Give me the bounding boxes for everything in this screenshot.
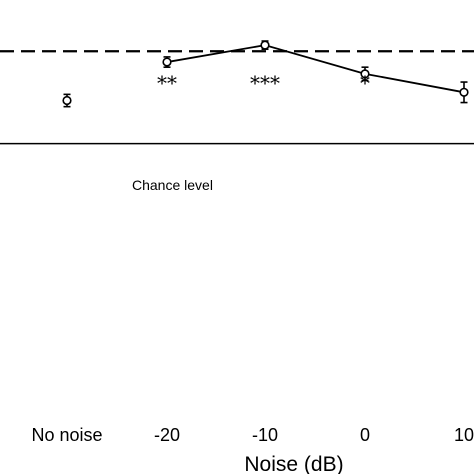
x-axis-label: Noise (dB): [244, 453, 343, 474]
x-tick-label: No noise: [31, 425, 102, 445]
x-tick-label: -10: [252, 425, 278, 445]
reference-lines: [0, 50, 474, 145]
x-tick-labels-group: No noise -20 -10 0 10: [31, 425, 474, 445]
chance-level-label: Chance level: [132, 177, 213, 193]
data-point: [62, 95, 72, 106]
series-line-group: [166, 44, 465, 94]
significance-markers-group: ** *** *: [157, 71, 370, 95]
significance-marker: *: [360, 71, 370, 95]
data-points-group: [62, 40, 469, 106]
significance-marker: **: [157, 71, 177, 95]
data-point: [260, 40, 270, 50]
x-tick-label: 10: [454, 425, 474, 445]
significance-marker: ***: [250, 71, 280, 95]
data-point: [459, 87, 469, 97]
series-line: [166, 44, 465, 94]
data-point: [360, 69, 370, 79]
x-tick-label: 0: [360, 425, 370, 445]
x-tick-label: -20: [154, 425, 180, 445]
data-point: [162, 57, 172, 67]
